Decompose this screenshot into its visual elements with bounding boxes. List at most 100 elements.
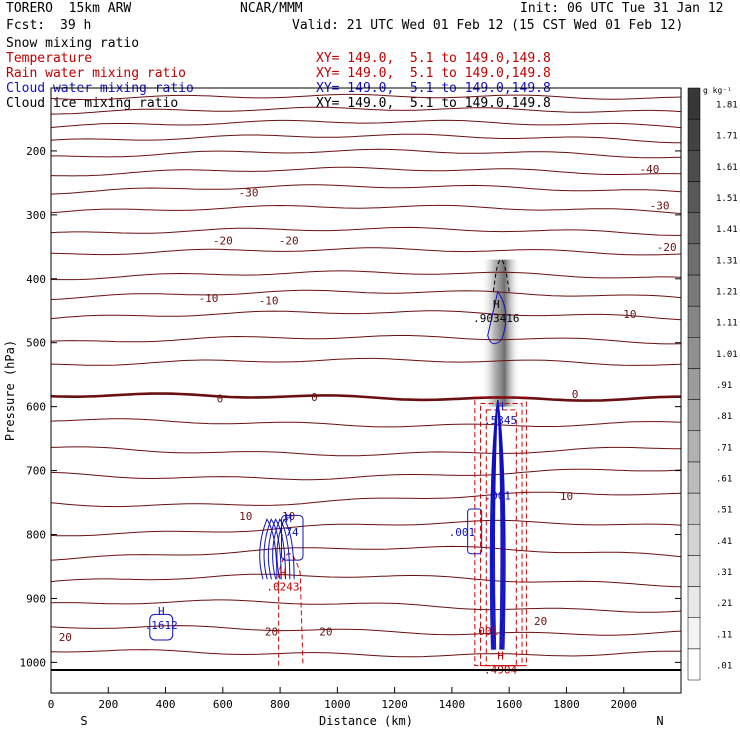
colorbar-segment — [687, 181, 701, 213]
isotherm-label: -30 — [239, 186, 259, 199]
y-tick-label: 900 — [26, 592, 46, 605]
isotherm-label: -20 — [279, 234, 299, 247]
colorbar-label: 1.81 — [716, 101, 738, 111]
extremum-mark: H — [158, 605, 165, 618]
cloud-water-contour — [281, 514, 304, 561]
isotherm-line — [50, 226, 681, 236]
colorbar-segment — [687, 399, 701, 431]
isotherm-label: -40 — [640, 163, 660, 176]
isotherm-label: -10 — [617, 308, 637, 321]
colorbar-label: .01 — [716, 661, 732, 671]
isotherm-line — [50, 649, 681, 658]
isotherm-label: 20 — [319, 626, 332, 639]
x-tick-label: 600 — [213, 698, 233, 711]
isotherm-line — [50, 270, 682, 281]
y-tick-label: 300 — [26, 209, 46, 222]
colorbar-label: .91 — [716, 381, 732, 391]
forecast-label: Fcst: — [6, 18, 46, 33]
cloud-water-contour — [494, 400, 502, 650]
field-temperature: Temperature — [6, 51, 93, 66]
extremum-mark: H — [285, 512, 292, 525]
x-tick-label: 200 — [98, 698, 118, 711]
extremum-value: .5345 — [484, 414, 517, 427]
colorbar-segment — [687, 305, 701, 338]
xy-temperature: XY= 149.0, 5.1 to 149.0,149.8 — [316, 51, 551, 66]
isotherm-label: -20 — [213, 234, 233, 247]
isotherm-line — [50, 184, 682, 195]
field-cloud-ice: Cloud ice mixing ratio — [6, 96, 179, 111]
y-tick-label: 1000 — [20, 656, 47, 669]
isotherm-line — [50, 133, 682, 144]
y-tick-label: 200 — [26, 145, 46, 158]
cloud-water-contour — [487, 290, 507, 345]
colorbar-segment — [687, 87, 701, 120]
x-tick-label: 800 — [270, 698, 290, 711]
colorbar-segment — [687, 118, 701, 151]
isotherm-label: 10 — [560, 490, 573, 503]
cloud-water-contour — [272, 518, 291, 580]
y-tick-label: 800 — [26, 529, 46, 542]
y-axis-label: Pressure (hPa) — [3, 340, 17, 441]
isotherm-label: -20 — [657, 241, 677, 254]
isotherm-line — [50, 166, 682, 177]
extremum-mark: H — [493, 298, 500, 311]
colorbar-unit: g kg⁻¹ — [703, 86, 732, 95]
x-tick-label: 1000 — [324, 698, 351, 711]
colorbar-label: .21 — [716, 599, 732, 609]
snow-shading-top — [480, 246, 521, 292]
isotherm-line — [50, 106, 682, 115]
colorbar-segment — [687, 150, 701, 182]
isotherm-label: 10 — [239, 510, 252, 523]
isotherm-label: 10 — [282, 510, 295, 523]
extremum-value: .903416 — [473, 312, 519, 325]
colorbar-segment — [687, 337, 701, 369]
colorbar-label: 1.51 — [716, 194, 738, 204]
extremum-value: .001 — [472, 625, 499, 638]
field-rain: Rain water mixing ratio — [6, 66, 187, 81]
isotherm-zero-line — [50, 392, 681, 402]
isotherm-line — [50, 204, 682, 214]
colorbar-segment — [687, 274, 701, 307]
model-title: TORERO 15km ARW — [6, 1, 132, 16]
xy-rain: XY= 149.0, 5.1 to 149.0,149.8 — [316, 66, 551, 81]
x-axis-label: Distance (km) — [319, 714, 413, 728]
colorbar-segment — [687, 523, 701, 556]
extremum-value: .0243 — [266, 580, 299, 593]
rain-contour — [485, 409, 517, 667]
isotherm-line — [51, 148, 682, 159]
isotherm-label: -30 — [650, 199, 670, 212]
xy-cloud-ice: XY= 149.0, 5.1 to 149.0,149.8 — [316, 96, 551, 111]
colorbar-segment — [687, 243, 701, 276]
colorbar-label: 1.61 — [716, 163, 738, 173]
isotherm-label: -10 — [259, 295, 279, 308]
colorbar-label: 1.21 — [716, 288, 738, 298]
y-tick-label: 600 — [26, 401, 46, 414]
cloud-water-contour — [276, 518, 295, 580]
colorbar-label: .71 — [716, 443, 732, 453]
colorbar-label: 1.11 — [716, 319, 738, 329]
colorbar-segment — [687, 492, 701, 525]
x-tick-label: 1800 — [553, 698, 580, 711]
y-tick-label: 500 — [26, 337, 46, 350]
isotherm-label: 20 — [59, 631, 72, 644]
isotherm-line — [50, 491, 682, 508]
colorbar-label: .11 — [716, 630, 732, 640]
colorbar-label: 1.71 — [716, 132, 738, 142]
extremum-mark: H — [280, 566, 287, 579]
isotherm-line — [50, 545, 682, 561]
x-tick-label: 2000 — [610, 698, 637, 711]
isotherm-label: 0 — [572, 388, 579, 401]
colorbar-segment — [687, 368, 701, 400]
isotherm-line — [50, 446, 681, 457]
x-tick-label: 0 — [48, 698, 55, 711]
isotherm-line — [50, 519, 682, 537]
extremum-value: .1612 — [145, 619, 178, 632]
isotherm-line — [50, 625, 682, 636]
extremum-mark: H — [497, 400, 504, 413]
isotherm-line — [50, 310, 682, 321]
isotherm-label: 0 — [217, 392, 224, 405]
x-tick-label: 1400 — [439, 698, 466, 711]
colorbar-label: .51 — [716, 506, 732, 516]
cloud-water-contour — [267, 518, 286, 580]
